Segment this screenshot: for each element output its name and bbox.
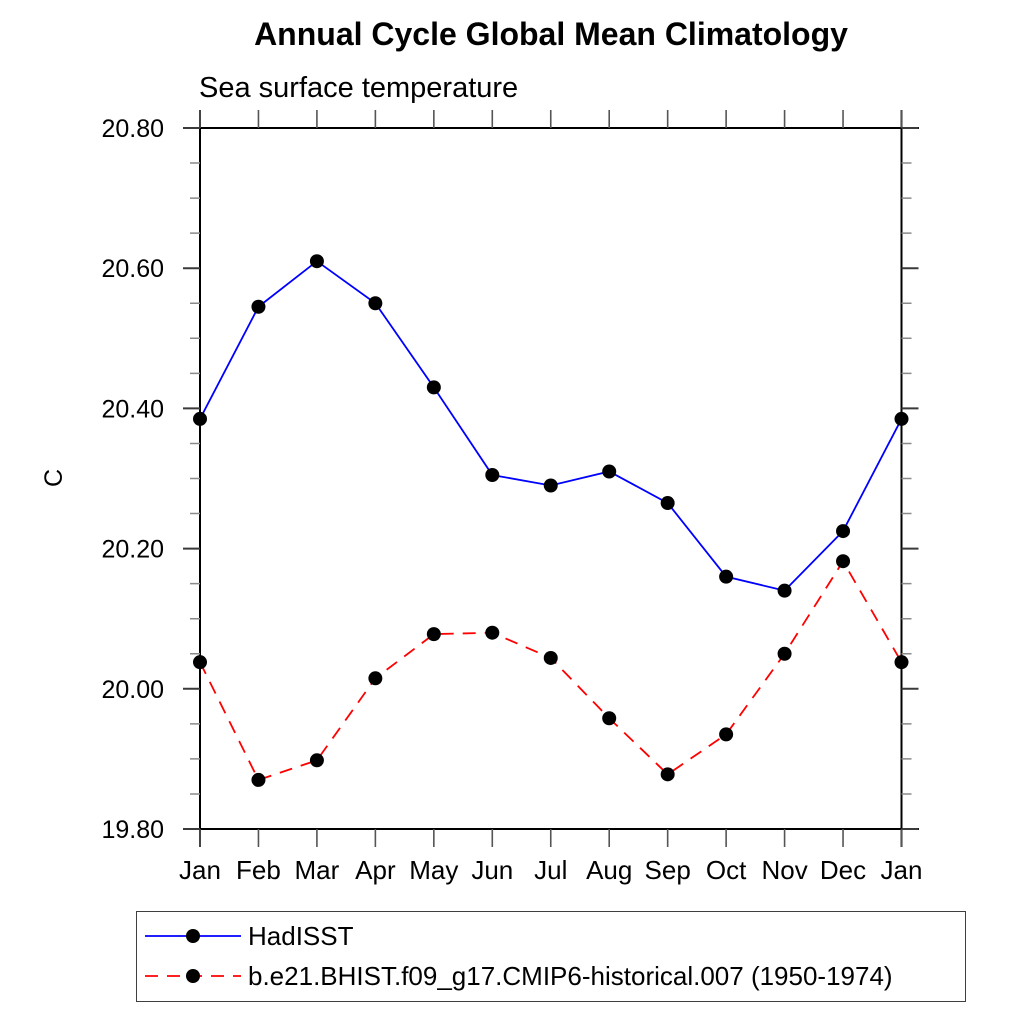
x-tick-label: Sep	[645, 855, 691, 885]
x-tick-label: Aug	[586, 855, 632, 885]
x-tick-label: Nov	[761, 855, 807, 885]
data-point-marker	[193, 411, 207, 426]
data-point-marker	[836, 524, 851, 539]
data-point-marker	[485, 625, 500, 640]
chart-subtitle: Sea surface temperature	[199, 72, 519, 104]
x-tick-marks	[199, 110, 903, 847]
y-minor-tick-marks	[190, 162, 912, 795]
data-point-marker	[602, 711, 617, 726]
y-tick-label: 20.80	[101, 115, 164, 143]
data-point-marker	[368, 671, 383, 686]
legend-label-model: b.e21.BHIST.f09_g17.CMIP6-historical.007…	[248, 960, 893, 991]
x-tick-label: May	[409, 855, 458, 885]
y-major-tick-marks	[183, 127, 919, 830]
legend-sample-line-solid	[145, 929, 241, 943]
x-tick-label: Jun	[471, 855, 513, 885]
x-tick-label: Jul	[534, 855, 567, 885]
legend-label-hadisst: HadISST	[248, 920, 354, 951]
data-point-marker	[719, 569, 734, 584]
legend-item-hadisst: HadISST	[142, 916, 354, 956]
axis-frame	[183, 110, 919, 847]
series-line-0	[199, 260, 903, 592]
data-point-marker	[777, 646, 792, 661]
data-point-marker	[602, 464, 617, 479]
legend-item-model: b.e21.BHIST.f09_g17.CMIP6-historical.007…	[142, 956, 893, 996]
data-point-marker	[719, 727, 734, 742]
plot-generated: 19.80 20.00 20.20 20.40 20.60 20.80 Jan Feb Mar A…	[101, 110, 922, 885]
data-point-marker	[193, 655, 207, 670]
data-point-marker	[660, 767, 675, 782]
y-tick-label: 19.80	[101, 816, 164, 844]
chart-title: Annual Cycle Global Mean Climatology	[254, 16, 848, 52]
data-point-marker	[426, 380, 441, 395]
data-point-marker	[660, 496, 675, 511]
data-point-marker	[836, 554, 851, 569]
data-point-marker	[368, 296, 383, 311]
data-point-marker	[543, 650, 558, 665]
x-tick-label: Oct	[706, 855, 747, 885]
y-tick-label: 20.20	[101, 536, 164, 564]
x-tick-label: Mar	[295, 855, 340, 885]
data-point-marker	[777, 583, 792, 598]
data-point-marker	[426, 627, 441, 642]
y-tick-label: 20.40	[101, 395, 164, 423]
data-point-marker	[309, 753, 324, 768]
y-tick-label: 20.00	[101, 676, 164, 704]
y-tick-label: 20.60	[101, 255, 164, 283]
data-point-marker	[251, 299, 266, 314]
x-tick-label: Apr	[355, 855, 396, 885]
x-tick-label: Jan	[179, 855, 221, 885]
legend-box: HadISST b.e21.BHIST.f09_g17.CMIP6-histor…	[136, 911, 966, 1002]
series-line-1	[199, 559, 903, 782]
data-point-marker	[894, 411, 909, 426]
y-axis-title: C	[40, 469, 68, 487]
x-tick-label: Dec	[820, 855, 866, 885]
legend-sample-line-dashed	[145, 969, 241, 983]
data-point-marker	[485, 467, 500, 482]
x-tick-label: Jan	[881, 855, 923, 885]
x-tick-label: Feb	[236, 855, 281, 885]
data-point-marker	[251, 772, 266, 787]
data-point-marker	[543, 478, 558, 493]
data-point-marker	[309, 254, 324, 269]
data-point-marker	[894, 655, 909, 670]
